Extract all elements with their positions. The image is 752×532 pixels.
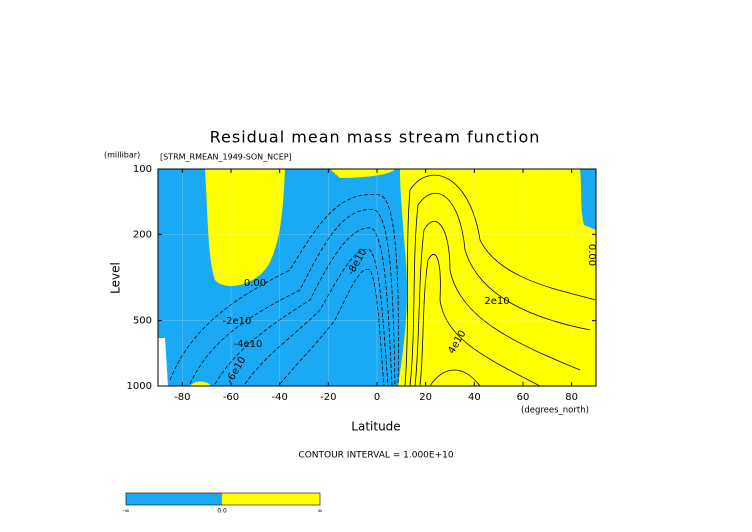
x-tick-label: 20 — [419, 392, 432, 403]
positive-region — [205, 169, 285, 286]
colorbar-label: -∞ — [122, 508, 129, 515]
contour-label: -2e10 — [223, 316, 252, 327]
colorbar-frame — [125, 492, 321, 506]
negative-contours — [169, 194, 399, 386]
positive-region — [190, 381, 212, 386]
y-tick-label: 500 — [133, 316, 152, 327]
positive-region — [398, 169, 596, 386]
contour-interval: CONTOUR INTERVAL = 1.000E+10 — [298, 451, 453, 461]
x-tick-label: 40 — [468, 392, 481, 403]
colorbar-positive — [222, 493, 320, 505]
colorbar-label: ∞ — [318, 508, 323, 515]
x-tick-label: -20 — [320, 392, 336, 403]
y-tick-label: 100 — [133, 164, 152, 175]
missing-region — [158, 338, 168, 386]
y-axis-label: Level — [109, 262, 123, 294]
x-tick-label: 80 — [565, 392, 578, 403]
x-tick-label: -80 — [174, 392, 190, 403]
grid — [158, 169, 596, 386]
contour-label: 0.00 — [244, 278, 266, 289]
chart-title: Residual mean mass stream function — [210, 128, 541, 147]
positive-region — [330, 169, 395, 178]
x-tick-label: 60 — [517, 392, 530, 403]
contour-field — [158, 169, 596, 386]
y-tick-label: 1000 — [127, 381, 152, 392]
colorbar-label: 0.0 — [217, 508, 227, 515]
y-tick-label: 200 — [133, 229, 152, 240]
x-tick-label: -60 — [223, 392, 239, 403]
x-tick-label: 0 — [374, 392, 380, 403]
contour-label: -4e10 — [234, 339, 263, 350]
colorbar: -∞ 0.0 ∞ — [122, 492, 323, 515]
chart-subtitle: [STRM_RMEAN_1949-SON_NCEP] — [160, 153, 292, 162]
y-units: (millibar) — [104, 151, 140, 160]
positive-contours — [404, 174, 596, 386]
contour-label: 2e10 — [484, 296, 509, 307]
x-axis-label: Latitude — [351, 420, 400, 434]
colorbar-negative — [126, 493, 222, 505]
contour-label: 0.00 — [586, 244, 597, 266]
x-units: (degrees_north) — [521, 406, 589, 416]
x-tick-label: -40 — [271, 392, 287, 403]
